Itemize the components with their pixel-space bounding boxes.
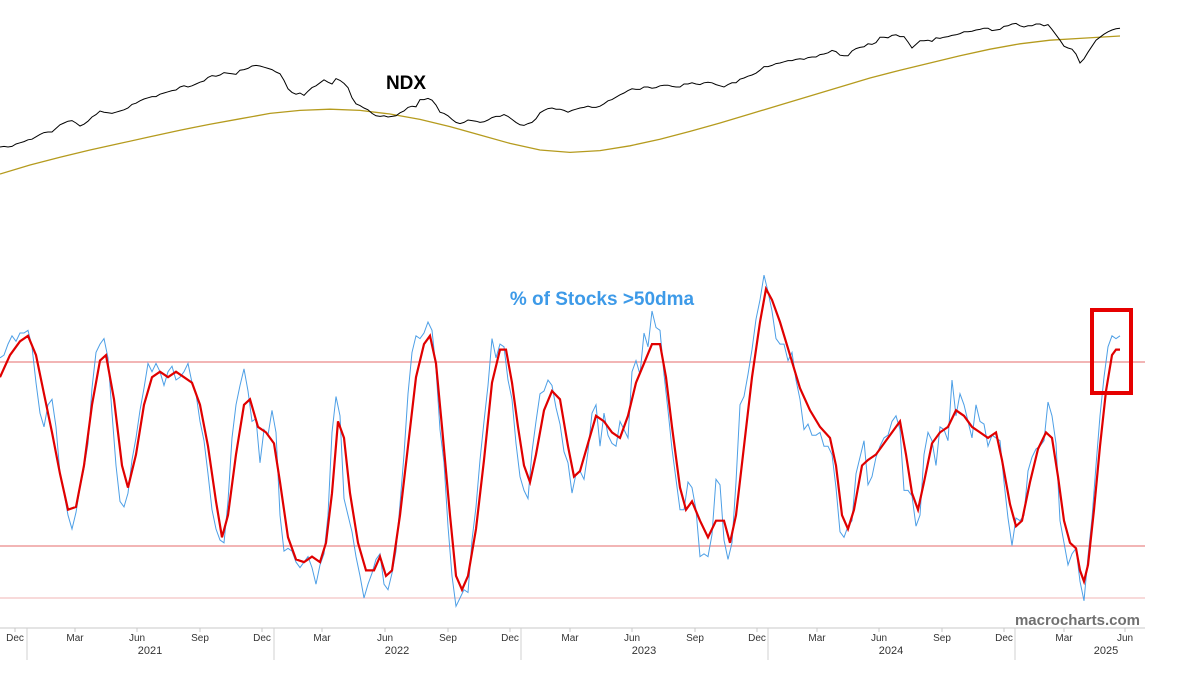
year-label: 2024 [879,645,903,657]
breadth-moving-average-line [0,285,1120,593]
ndx-panel: NDX [0,22,1121,175]
x-tick-label: Mar [313,633,331,644]
highlight-box [1090,308,1133,395]
x-tick-label: Jun [624,633,640,644]
x-tick-label: Sep [439,633,457,644]
x-tick-label: Dec [253,633,271,644]
breadth-title: % of Stocks >50dma [510,289,695,310]
x-tick-label: Jun [871,633,887,644]
x-tick-label: Dec [501,633,519,644]
x-tick-label: Dec [748,633,766,644]
x-tick-label: Jun [129,633,145,644]
x-axis: Dec Mar Jun Sep Dec Mar Jun Sep Dec Mar Jun Sep Dec M… [0,627,1145,660]
year-labels: 2021 2022 2023 2024 2025 [26,628,1118,660]
breadth-raw-line [0,274,1121,609]
ndx-moving-average-line [0,35,1121,175]
month-ticks: Dec Mar Jun Sep Dec Mar Jun Sep Dec Mar Jun Sep Dec M… [6,628,1133,644]
x-tick-label: Mar [66,633,84,644]
x-tick-label: Dec [6,633,24,644]
year-label: 2021 [138,645,162,657]
x-tick-label: Jun [1117,633,1133,644]
year-label: 2025 [1094,645,1118,657]
x-tick-label: Mar [1055,633,1073,644]
x-tick-label: Mar [561,633,579,644]
x-tick-label: Sep [933,633,951,644]
x-tick-label: Mar [808,633,826,644]
ndx-title: NDX [386,73,426,94]
year-label: 2023 [632,645,656,657]
ndx-price-line [0,22,1121,148]
watermark: macrocharts.com [1015,612,1140,629]
year-label: 2022 [385,645,409,657]
x-tick-label: Dec [995,633,1013,644]
x-tick-label: Jun [377,633,393,644]
x-tick-label: Sep [686,633,704,644]
breadth-panel: % of Stocks >50dma [0,274,1145,609]
x-tick-label: Sep [191,633,209,644]
